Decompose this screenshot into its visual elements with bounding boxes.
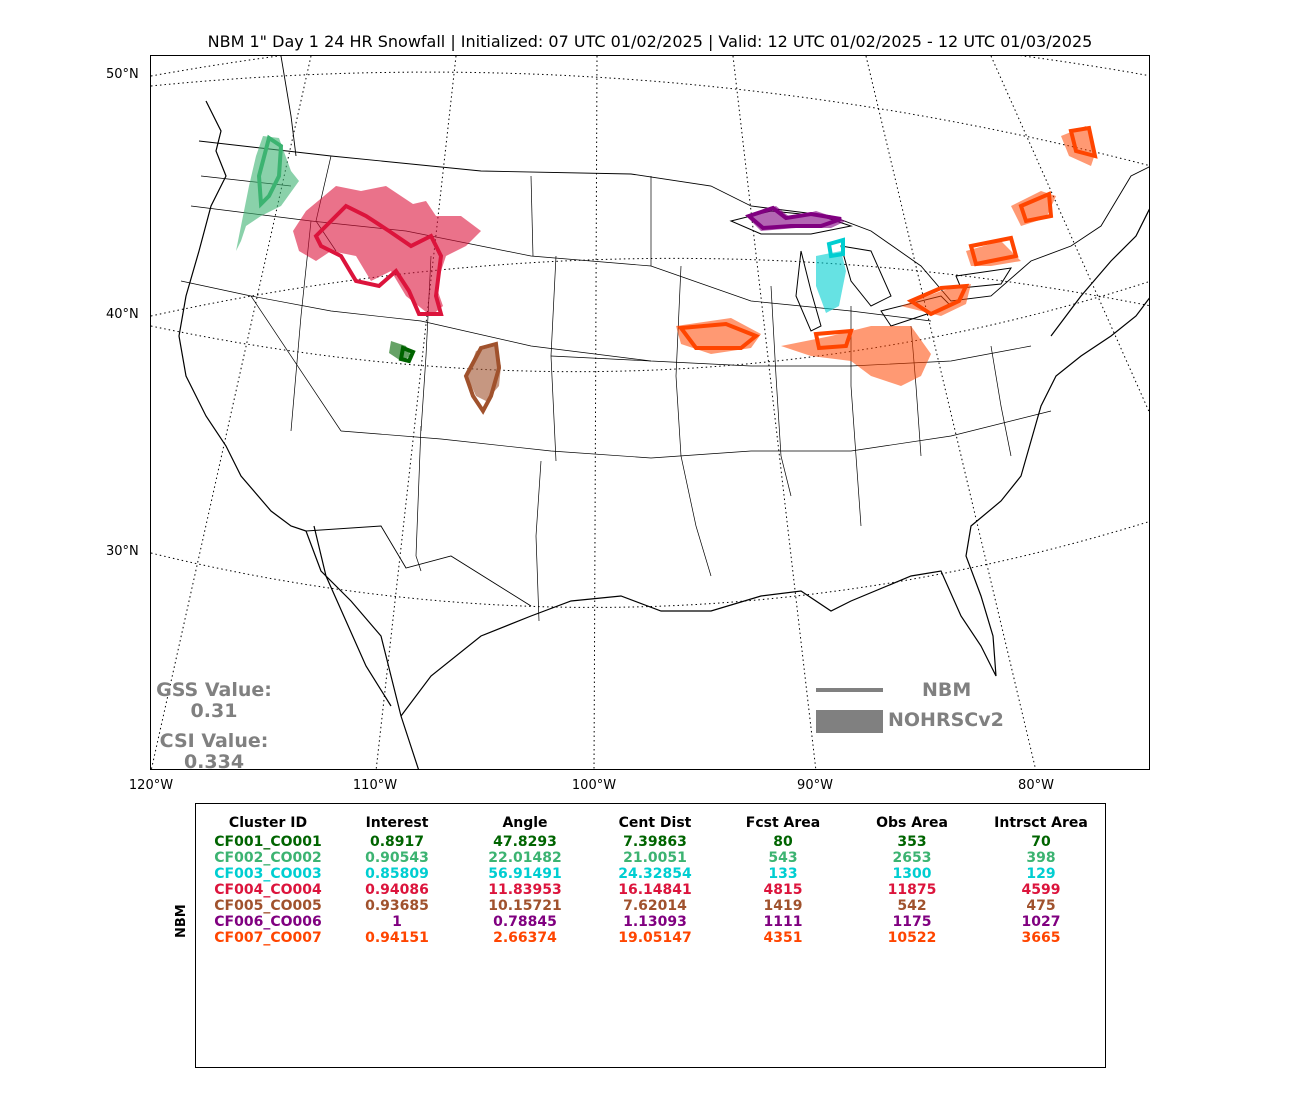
forecast-outline-cf005 [463, 341, 502, 415]
table-cell: 2653 [892, 850, 932, 866]
forecast-outline-cf001 [398, 345, 416, 364]
table-cell: 0.78845 [493, 914, 557, 930]
table-header-cluster-id: Cluster ID [228, 815, 308, 831]
observed-area-co002 [236, 136, 299, 251]
table-side-label: NBM [174, 904, 189, 938]
lat-label-50: 50°N [106, 67, 139, 82]
gss-value: 0.31 [190, 700, 238, 722]
csi-label: CSI Value: [159, 730, 269, 752]
table-cell: 56.91491 [488, 866, 562, 882]
gss-label: GSS Value: [156, 679, 272, 701]
legend-fill-swatch [816, 710, 883, 733]
table-cell: 4599 [1021, 882, 1061, 898]
table-cell: 4815 [763, 882, 803, 898]
table-cell: CF001_CO001 [214, 834, 322, 850]
table-cell: 0.85809 [365, 866, 429, 882]
table-header-angle: Angle [502, 815, 548, 831]
table-cell: 24.32854 [618, 866, 692, 882]
table-cell: 10522 [887, 930, 937, 946]
forecast-outline-cf004 [313, 203, 444, 316]
table-cell: 1.13093 [623, 914, 687, 930]
table-cell: 1300 [892, 866, 932, 882]
table-cell: 19.05147 [618, 930, 692, 946]
table-header-intrsct-area: Intrsct Area [994, 815, 1088, 831]
forecast-outline-cf007 [677, 125, 1098, 351]
table-cell: 10.15721 [488, 898, 562, 914]
legend-observed-label: NOHRSCv2 [888, 709, 1004, 731]
table-cell: 1111 [763, 914, 803, 930]
table-cell: 1 [392, 914, 402, 930]
legend-forecast-label: NBM [922, 679, 972, 701]
table-cell: CF007_CO007 [214, 930, 322, 946]
map-title: NBM 1" Day 1 24 HR Snowfall | Initialize… [207, 32, 1093, 51]
table-cell: CF002_CO002 [214, 850, 322, 866]
lon-label-90: 90°W [797, 778, 833, 793]
lon-label-80: 80°W [1018, 778, 1054, 793]
forecast-outline-cf006 [745, 205, 842, 231]
observed-area-co001 [389, 341, 411, 361]
table-cell: 129 [1026, 866, 1056, 882]
lon-label-110: 110°W [352, 778, 398, 793]
table-cell: 7.62014 [623, 898, 687, 914]
table-cell: 11875 [887, 882, 937, 898]
legend [816, 688, 883, 733]
table-cell: 47.8293 [493, 834, 557, 850]
table-header-cent-dist: Cent Dist [618, 815, 692, 831]
table-cell: 1175 [892, 914, 932, 930]
map-canvas [151, 56, 1149, 769]
table-cell: 0.94086 [365, 882, 429, 898]
lat-label-40: 40°N [106, 307, 139, 322]
table-cell: 353 [897, 834, 927, 850]
table-cell: 1419 [763, 898, 803, 914]
table-cell: 11.83953 [488, 882, 562, 898]
table-cell: 2.66374 [493, 930, 557, 946]
table-cell: 0.93685 [365, 898, 429, 914]
lon-label-120: 120°W [128, 778, 174, 793]
table-cell: 0.8917 [369, 834, 425, 850]
coastlines [178, 100, 1149, 769]
snowfall-map: GSS Value: 0.31 CSI Value: 0.334 NBM NOH… [150, 55, 1150, 770]
forecast-outlines [256, 125, 1098, 415]
table-cell: 475 [1026, 898, 1056, 914]
table-header-fcst-area: Fcst Area [745, 815, 821, 831]
borders [198, 56, 1149, 607]
table-cell: 543 [768, 850, 798, 866]
table-cell: 0.90543 [365, 850, 429, 866]
table-cell: CF005_CO005 [214, 898, 322, 914]
latitude-lines [151, 56, 1149, 608]
table-header-obs-area: Obs Area [876, 815, 948, 831]
table-cell: 80 [773, 834, 793, 850]
longitude-lines [151, 56, 1149, 769]
forecast-outline-cf002 [256, 134, 284, 209]
table-cell: 70 [1031, 834, 1051, 850]
table-cell: CF006_CO006 [214, 914, 322, 930]
observed-area-co004 [293, 186, 481, 316]
table-header-interest: Interest [365, 815, 429, 831]
table-cell: 4351 [763, 930, 803, 946]
table-cell: 542 [897, 898, 927, 914]
legend-line-swatch [816, 688, 883, 692]
table-cell: 133 [768, 866, 798, 882]
table-cell: CF003_CO003 [214, 866, 322, 882]
lon-label-100: 100°W [571, 778, 617, 793]
csi-value: 0.334 [183, 751, 245, 770]
observed-area-co003 [816, 251, 846, 313]
table-cell: 21.0051 [623, 850, 687, 866]
table-cell: 16.14841 [618, 882, 692, 898]
table-cell: 22.01482 [488, 850, 562, 866]
table-cell: 1027 [1021, 914, 1061, 930]
table-cell: 7.39863 [623, 834, 687, 850]
forecast-outline-cf003 [826, 237, 845, 259]
lat-label-30: 30°N [106, 544, 139, 559]
table-cell: 3665 [1021, 930, 1061, 946]
table-cell: 398 [1026, 850, 1056, 866]
statistics-table [195, 803, 1106, 1068]
table-cell: 0.94151 [365, 930, 429, 946]
table-cell: CF004_CO004 [214, 882, 322, 898]
